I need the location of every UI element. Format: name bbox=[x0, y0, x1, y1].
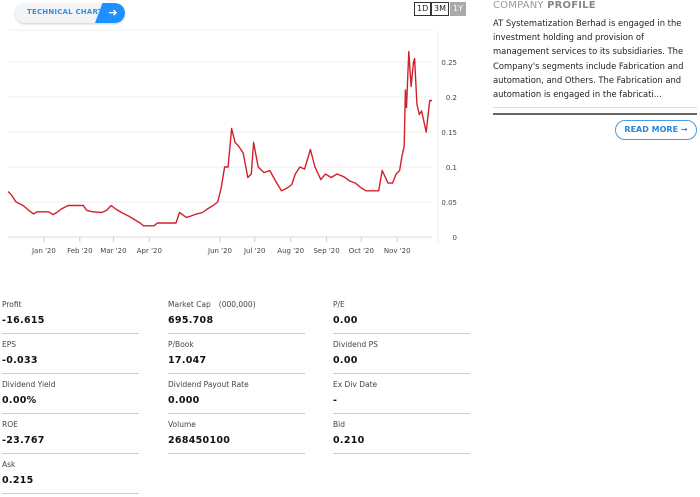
x-tick-label: Feb '20 bbox=[67, 247, 92, 255]
stat-eps: EPS -0.033 bbox=[2, 334, 139, 374]
stat-label: Dividend Payout Rate bbox=[168, 380, 305, 390]
stat-value: 0.00% bbox=[2, 395, 37, 406]
stat-ex-div-date: Ex Div Date - bbox=[333, 374, 470, 414]
x-tick-label: Jul '20 bbox=[243, 247, 266, 255]
stat-unit: (000,000) bbox=[218, 300, 256, 309]
y-tick-label: 0.25 bbox=[441, 59, 457, 67]
stat-profit: Profit -16.615 bbox=[2, 294, 139, 334]
x-tick-label: Jan '20 bbox=[31, 247, 56, 255]
price-line bbox=[7, 50, 432, 227]
stat-label-text: Market Cap bbox=[168, 300, 211, 309]
stat-value: -0.033 bbox=[2, 355, 38, 366]
range-1d-button[interactable]: 1D bbox=[414, 2, 432, 16]
stat-dividend-payout-rate: Dividend Payout Rate 0.000 bbox=[168, 374, 305, 414]
x-tick-label: Mar '20 bbox=[100, 247, 126, 255]
x-tick-label: Apr '20 bbox=[137, 247, 162, 255]
stat-label: EPS bbox=[2, 340, 139, 350]
stat-label: ROE bbox=[2, 420, 139, 430]
stat-label: Ask bbox=[2, 460, 139, 470]
company-profile-text: AT Systematization Berhad is engaged in … bbox=[493, 18, 684, 100]
stat-label-text: Dividend Yield bbox=[2, 380, 56, 389]
stat-label-text: Dividend Payout Rate bbox=[168, 380, 249, 389]
stat-label-text: Ask bbox=[2, 460, 16, 469]
stat-label-text: Dividend PS bbox=[333, 340, 378, 349]
stat-value: 0.215 bbox=[2, 475, 34, 486]
technical-chart-label: TECHNICAL CHART bbox=[27, 8, 103, 16]
stat-label-text: Volume bbox=[168, 420, 196, 429]
stat-label-text: Bid bbox=[333, 420, 345, 429]
stat-value: 17.047 bbox=[168, 355, 207, 366]
x-tick-label: Sep '20 bbox=[313, 247, 339, 255]
x-tick-label: Aug '20 bbox=[277, 247, 304, 255]
stat-label: Bid bbox=[333, 420, 470, 430]
stat-value: 268450100 bbox=[168, 435, 231, 446]
price-chart: 0 0.05 0.1 0.15 0.2 0.25 Jan '20 Feb '20 Mar '20… bbox=[7, 29, 457, 255]
stat-label: Volume bbox=[168, 420, 305, 430]
divider bbox=[493, 107, 697, 108]
stat-label-text: ROE bbox=[2, 420, 18, 429]
stat-label: P/E bbox=[333, 300, 470, 310]
stat-value: 695.708 bbox=[168, 315, 214, 326]
y-tick-label: 0.05 bbox=[441, 199, 457, 207]
stat-value: -16.615 bbox=[2, 315, 45, 326]
arrow-right-icon: ➜ bbox=[95, 3, 125, 23]
company-profile-title: COMPANY PROFILE bbox=[493, 0, 596, 11]
stat-value: 0.210 bbox=[333, 435, 365, 446]
range-3m-button[interactable]: 3M bbox=[431, 2, 449, 16]
stat-label: Profit bbox=[2, 300, 139, 310]
stat-value: - bbox=[333, 395, 338, 406]
stat-label-text: EPS bbox=[2, 340, 17, 349]
title-bold: PROFILE bbox=[547, 0, 596, 11]
stat-value: 0.000 bbox=[168, 395, 200, 406]
y-tick-label: 0 bbox=[453, 234, 457, 242]
x-tick-label: Nov '20 bbox=[384, 247, 411, 255]
stat-p-book: P/Book 17.047 bbox=[168, 334, 305, 374]
stat-roe: ROE -23.767 bbox=[2, 414, 139, 454]
stat-value: 0.00 bbox=[333, 355, 358, 366]
stat-label: P/Book bbox=[168, 340, 305, 350]
divider bbox=[493, 113, 697, 115]
stat-ask: Ask 0.215 bbox=[2, 454, 139, 494]
stat-market-cap: Market Cap (000,000) 695.708 bbox=[168, 294, 305, 334]
y-tick-label: 0.15 bbox=[441, 129, 457, 137]
title-light: COMPANY bbox=[493, 0, 544, 11]
stat-label: Market Cap (000,000) bbox=[168, 300, 305, 310]
read-more-button[interactable]: READ MORE → bbox=[615, 120, 697, 140]
stat-volume: Volume 268450100 bbox=[168, 414, 305, 454]
y-tick-label: 0.2 bbox=[446, 94, 457, 102]
stat-label: Dividend Yield bbox=[2, 380, 139, 390]
arrow-right-icon: → bbox=[680, 125, 688, 134]
stat-value: 0.00 bbox=[333, 315, 358, 326]
stat-label: Dividend PS bbox=[333, 340, 470, 350]
stat-label-text: Ex Div Date bbox=[333, 380, 378, 389]
range-1y-button[interactable]: 1Y bbox=[450, 2, 466, 16]
stat-value: -23.767 bbox=[2, 435, 45, 446]
stat-label: Ex Div Date bbox=[333, 380, 470, 390]
x-tick-label: Jun '20 bbox=[207, 247, 232, 255]
technical-chart-button[interactable]: TECHNICAL CHART ➜ bbox=[15, 3, 125, 23]
stat-dividend-ps: Dividend PS 0.00 bbox=[333, 334, 470, 374]
stat-p-e: P/E 0.00 bbox=[333, 294, 470, 334]
read-more-label: READ MORE bbox=[624, 125, 679, 134]
stat-label-text: Profit bbox=[2, 300, 22, 309]
stat-bid: Bid 0.210 bbox=[333, 414, 470, 454]
stat-label-text: P/Book bbox=[168, 340, 194, 349]
x-tick-label: Oct '20 bbox=[349, 247, 374, 255]
stat-label-text: P/E bbox=[333, 300, 345, 309]
stat-dividend-yield: Dividend Yield 0.00% bbox=[2, 374, 139, 414]
y-tick-label: 0.1 bbox=[446, 164, 457, 172]
